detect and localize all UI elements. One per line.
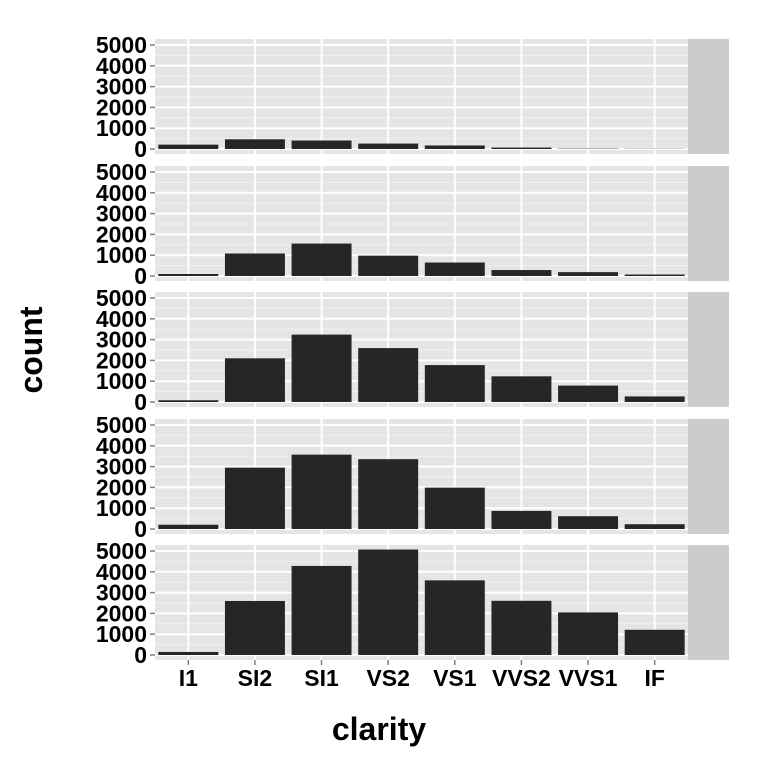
y-tick-label: 0 xyxy=(134,516,147,542)
facet-strip-background xyxy=(688,419,729,534)
y-tick-label: 1000 xyxy=(96,242,147,268)
bar-very-good-vvs1 xyxy=(558,385,619,402)
y-tick-label: 2000 xyxy=(96,600,147,626)
x-tick-label: IF xyxy=(644,665,664,691)
bar-premium-si1 xyxy=(291,454,352,529)
y-tick-label: 0 xyxy=(134,136,147,162)
bar-very-good-vs2 xyxy=(358,348,419,402)
facet-strip: Very Good xyxy=(688,292,729,407)
bar-very-good-i1 xyxy=(158,400,219,402)
bar-very-good-vvs2 xyxy=(491,376,552,402)
bar-good-vs1 xyxy=(424,262,485,276)
y-tick-label: 3000 xyxy=(96,201,147,227)
facet-panel-premium xyxy=(155,419,688,534)
y-tick-label: 5000 xyxy=(96,412,147,438)
bar-ideal-si1 xyxy=(291,565,352,655)
bar-ideal-vvs1 xyxy=(558,612,619,655)
bar-ideal-vvs2 xyxy=(491,600,552,655)
bar-premium-vs2 xyxy=(358,459,419,529)
y-tick-label: 2000 xyxy=(96,94,147,120)
y-tick-label: 3000 xyxy=(96,454,147,480)
bar-fair-i1 xyxy=(158,144,219,149)
bar-ideal-si2 xyxy=(224,600,285,655)
bar-ideal-vs2 xyxy=(358,549,419,655)
bar-good-i1 xyxy=(158,274,219,276)
y-tick-label: 1000 xyxy=(96,621,147,647)
y-tick-label: 3000 xyxy=(96,74,147,100)
y-tick-label: 3000 xyxy=(96,327,147,353)
y-tick-label: 5000 xyxy=(96,32,147,58)
y-axis-title: count xyxy=(13,306,49,393)
facet-panel-ideal xyxy=(155,545,688,660)
bar-premium-si2 xyxy=(224,467,285,529)
y-tick-label: 0 xyxy=(134,642,147,668)
y-tick-label: 2000 xyxy=(96,474,147,500)
facet-strip-background xyxy=(688,292,729,407)
bar-fair-si2 xyxy=(224,139,285,149)
x-tick-label: VVS2 xyxy=(492,665,551,691)
facet-panel-fair xyxy=(155,39,688,154)
facet-strip: Fair xyxy=(688,39,729,154)
y-tick-label: 1000 xyxy=(96,368,147,394)
x-tick-label: SI1 xyxy=(304,665,339,691)
y-tick-label: 1000 xyxy=(96,115,147,141)
bar-good-si1 xyxy=(291,243,352,276)
y-tick-label: 5000 xyxy=(96,285,147,311)
y-tick-label: 1000 xyxy=(96,495,147,521)
facet-strip-background xyxy=(688,545,729,660)
bar-good-vs2 xyxy=(358,255,419,276)
x-tick-label: VVS1 xyxy=(559,665,618,691)
bar-very-good-if xyxy=(624,396,685,402)
x-axis-title: clarity xyxy=(332,711,426,747)
bar-good-vvs2 xyxy=(491,270,552,276)
bar-premium-if xyxy=(624,524,685,529)
bar-good-vvs1 xyxy=(558,272,619,276)
y-tick-label: 5000 xyxy=(96,159,147,185)
bar-premium-vs1 xyxy=(424,487,485,529)
y-tick-label: 2000 xyxy=(96,347,147,373)
bar-premium-vvs1 xyxy=(558,516,619,529)
facet-strip: Good xyxy=(688,166,729,281)
bar-ideal-i1 xyxy=(158,651,219,655)
facet-strip: Premium xyxy=(688,419,729,534)
bar-fair-vs2 xyxy=(358,143,419,149)
bar-good-if xyxy=(624,274,685,276)
x-tick-label: VS1 xyxy=(433,665,477,691)
bar-very-good-vs1 xyxy=(424,365,485,402)
y-tick-label: 4000 xyxy=(96,433,147,459)
y-tick-label: 4000 xyxy=(96,306,147,332)
facet-strip-background xyxy=(688,39,729,154)
y-tick-label: 0 xyxy=(134,263,147,289)
y-tick-label: 2000 xyxy=(96,221,147,247)
facet-strip: Ideal xyxy=(688,545,729,660)
y-tick-label: 4000 xyxy=(96,559,147,585)
bar-premium-i1 xyxy=(158,524,219,529)
x-tick-label: SI2 xyxy=(238,665,273,691)
facet-panel-good xyxy=(155,166,688,281)
facet-panel-very-good xyxy=(155,292,688,407)
y-tick-label: 0 xyxy=(134,389,147,415)
bar-ideal-if xyxy=(624,629,685,655)
bar-premium-vvs2 xyxy=(491,510,552,529)
y-tick-label: 5000 xyxy=(96,538,147,564)
bar-fair-si1 xyxy=(291,140,352,149)
bar-fair-vvs2 xyxy=(491,147,552,149)
y-tick-label: 3000 xyxy=(96,580,147,606)
facet-strip-background xyxy=(688,166,729,281)
bar-ideal-vs1 xyxy=(424,580,485,655)
x-tick-label: VS2 xyxy=(366,665,409,691)
bar-very-good-si2 xyxy=(224,358,285,402)
bar-very-good-si1 xyxy=(291,334,352,402)
bar-good-si2 xyxy=(224,253,285,276)
bar-fair-vs1 xyxy=(424,145,485,149)
y-tick-label: 4000 xyxy=(96,180,147,206)
y-tick-label: 4000 xyxy=(96,53,147,79)
x-tick-label: I1 xyxy=(179,665,198,691)
